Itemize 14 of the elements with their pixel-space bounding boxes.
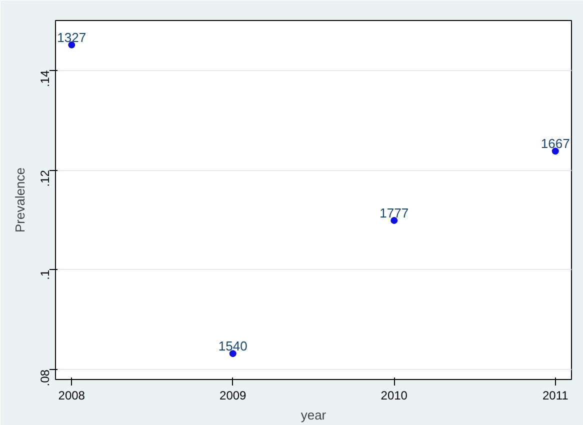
x-tick-label: 2009: [220, 388, 247, 402]
x-tick-label: 2008: [58, 388, 86, 402]
annotation: 1667: [540, 136, 570, 152]
annotation: 1327: [57, 30, 86, 45]
y-tick-label: .12: [38, 170, 52, 187]
annotation: 1540: [218, 338, 248, 354]
y-axis-title: Prevalence: [12, 167, 28, 233]
y-tick-label: .1: [38, 269, 52, 280]
x-tick-label: 2010: [380, 388, 408, 402]
x-axis-title: year: [300, 408, 327, 422]
x-tick-label: 2011: [542, 388, 569, 402]
annotation: 1777: [380, 205, 409, 220]
y-tick-label: .14: [38, 70, 52, 88]
y-tick-label: .08: [38, 369, 52, 386]
